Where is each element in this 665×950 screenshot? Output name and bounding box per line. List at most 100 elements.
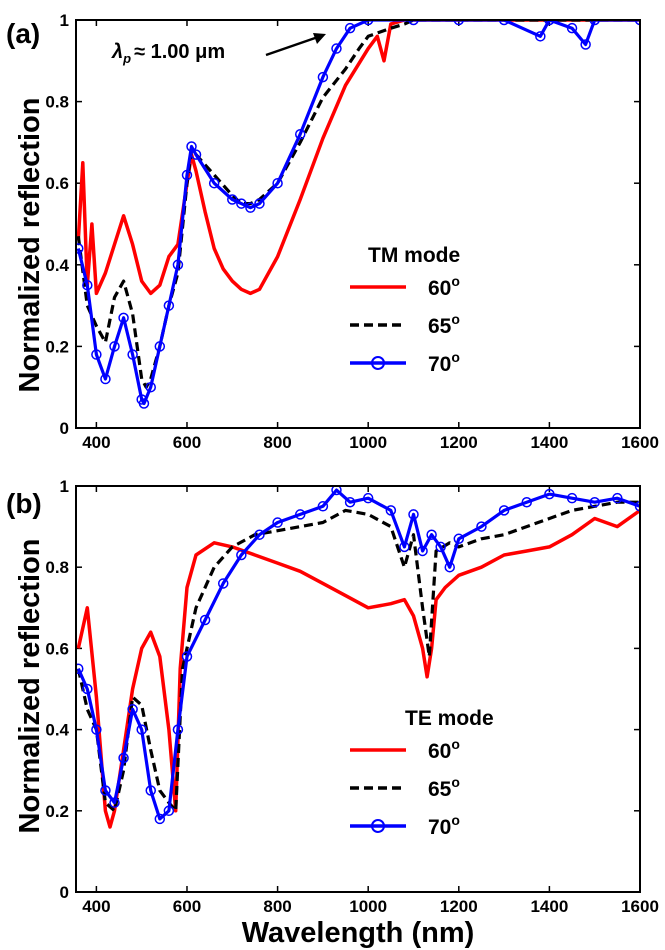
- series-point-70: [227, 194, 238, 205]
- panel-b: (b) Normalized reflection 400 600 800 1000 1…: [6, 477, 659, 949]
- series-point-70: [612, 492, 623, 504]
- x-tick-label: 1400: [530, 897, 568, 916]
- series-point-70: [272, 177, 283, 189]
- annotation-arrowhead: [313, 33, 326, 44]
- series-point-70: [82, 683, 93, 695]
- legend-label-70: 70o: [428, 349, 460, 376]
- series-point-70: [91, 349, 102, 360]
- series-point-70: [208, 177, 220, 189]
- series-point-70: [138, 398, 150, 409]
- panel-label-a: (a): [6, 18, 40, 49]
- series-point-70: [254, 198, 265, 209]
- series-point-70: [634, 501, 640, 512]
- legend-b: TE mode 60o 65o 70o: [350, 707, 494, 839]
- series-point-70: [317, 501, 329, 512]
- panel-a: (a) Normalized reflection 400 600 800 1000 1…: [6, 11, 659, 452]
- series-point-70: [272, 517, 283, 528]
- x-tick-label: 1600: [621, 897, 659, 916]
- series-point-70: [498, 20, 510, 26]
- series-point-70: [100, 785, 111, 796]
- series-point-70: [154, 341, 166, 352]
- series-point-70: [76, 243, 84, 254]
- series-point-70: [154, 813, 166, 825]
- series-line-70: [76, 20, 640, 406]
- series-point-70: [589, 20, 600, 26]
- y-tick-label: 0: [60, 419, 69, 438]
- series-point-70: [344, 496, 356, 508]
- x-tick-label: 1200: [440, 897, 478, 916]
- series-point-70: [186, 141, 197, 152]
- series-point-70: [181, 169, 193, 181]
- x-tick-label: 600: [173, 897, 201, 916]
- series-point-70: [76, 663, 84, 674]
- series-point-70: [535, 31, 546, 42]
- x-axis-label: Wavelength (nm): [242, 917, 475, 949]
- series-point-70: [521, 496, 532, 508]
- x-tick-label: 800: [263, 897, 291, 916]
- series-point-70: [172, 724, 184, 735]
- y-tick-label: 0.2: [45, 802, 69, 821]
- legend-label-70: 70o: [428, 812, 460, 839]
- series-point-70: [163, 805, 175, 817]
- y-tick-label: 0.6: [45, 174, 69, 193]
- series-point-70: [145, 381, 156, 393]
- series-point-70: [453, 533, 465, 545]
- annotation-symbol: λ: [111, 41, 123, 63]
- series-point-70: [589, 496, 600, 508]
- x-tick-label: 1200: [440, 433, 478, 452]
- series-point-70: [100, 373, 111, 385]
- series-point-70: [217, 578, 229, 589]
- series-point-70: [236, 198, 247, 209]
- series-point-70: [127, 349, 138, 360]
- y-tick-label: 0: [60, 883, 69, 902]
- series-layer-b: [76, 486, 640, 829]
- legend-label-65: 65o: [428, 311, 460, 338]
- legend-label-65: 65o: [428, 774, 460, 801]
- series-line-65: [76, 500, 640, 813]
- plot-frame-a: [75, 19, 641, 429]
- legend-label-superscript: o: [451, 311, 460, 327]
- series-point-70: [136, 724, 147, 735]
- legend-title-a: TM mode: [368, 244, 460, 267]
- series-layer-a: [76, 20, 640, 409]
- series-point-70: [109, 341, 120, 352]
- series-point-70: [435, 541, 446, 553]
- x-tick-label: 800: [263, 433, 291, 452]
- series-point-70: [317, 71, 329, 83]
- panel-label-b: (b): [6, 488, 42, 519]
- series-point-70: [544, 20, 555, 26]
- series-point-70: [544, 488, 555, 500]
- series-point-70: [163, 300, 175, 311]
- series-point-70: [331, 486, 342, 496]
- series-point-70: [82, 279, 93, 291]
- series-line-65: [76, 20, 640, 389]
- series-point-70: [190, 149, 202, 160]
- series-point-70: [294, 128, 306, 140]
- series-point-70: [199, 614, 211, 626]
- series-point-70: [444, 561, 455, 573]
- y-tick-label: 0.8: [45, 93, 69, 112]
- legend-a: TM mode 60o 65o 70o: [350, 244, 460, 376]
- x-tick-label: 1000: [349, 897, 387, 916]
- x-tick-label: 600: [173, 433, 201, 452]
- series-point-70: [118, 752, 129, 764]
- series-point-70: [109, 797, 120, 808]
- series-point-70: [426, 529, 437, 540]
- series-point-70: [566, 492, 578, 504]
- y-axis-label-a: Normalized reflection: [14, 98, 46, 393]
- x-tick-label: 1000: [349, 433, 387, 452]
- annotation-text: ≈ 1.00 μm: [134, 41, 225, 63]
- y-axis-label-b: Normalized reflection: [14, 539, 46, 834]
- legend-marker-70: [371, 819, 385, 833]
- y-tick-label: 0.8: [45, 558, 69, 577]
- y-tick-label: 0.4: [45, 256, 69, 275]
- series-point-70: [362, 20, 374, 26]
- series-point-70: [476, 521, 487, 532]
- series-point-70: [118, 312, 129, 324]
- annotation: λp ≈ 1.00 μm: [111, 33, 326, 66]
- legend-label-superscript: o: [451, 774, 460, 790]
- series-point-70: [498, 505, 510, 516]
- series-point-70: [181, 651, 193, 662]
- y-tick-label: 0.2: [45, 337, 69, 356]
- series-point-70: [344, 22, 356, 34]
